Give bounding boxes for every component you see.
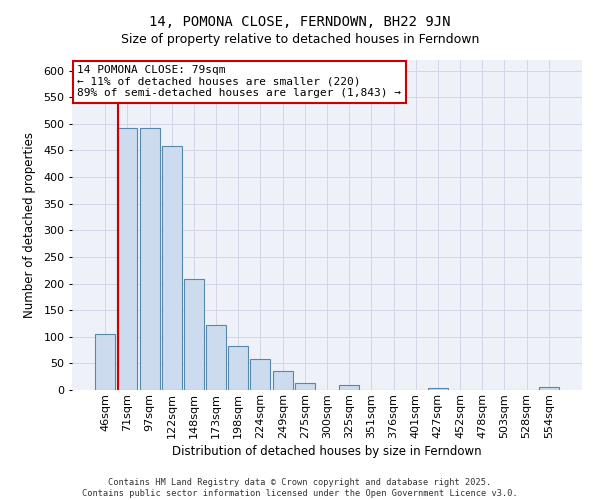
Bar <box>250 359 271 390</box>
Text: 14 POMONA CLOSE: 79sqm
← 11% of detached houses are smaller (220)
89% of semi-de: 14 POMONA CLOSE: 79sqm ← 11% of detached… <box>77 65 401 98</box>
Bar <box>118 128 137 390</box>
X-axis label: Distribution of detached houses by size in Ferndown: Distribution of detached houses by size … <box>172 445 482 458</box>
Bar <box>295 382 315 390</box>
Text: 14, POMONA CLOSE, FERNDOWN, BH22 9JN: 14, POMONA CLOSE, FERNDOWN, BH22 9JN <box>149 15 451 29</box>
Bar <box>339 384 359 390</box>
Bar <box>272 371 293 390</box>
Bar <box>184 280 204 390</box>
Y-axis label: Number of detached properties: Number of detached properties <box>23 132 36 318</box>
Bar <box>206 324 226 390</box>
Bar <box>95 334 115 390</box>
Bar <box>539 388 559 390</box>
Bar <box>162 146 182 390</box>
Bar <box>428 388 448 390</box>
Text: Size of property relative to detached houses in Ferndown: Size of property relative to detached ho… <box>121 32 479 46</box>
Bar <box>140 128 160 390</box>
Bar <box>228 346 248 390</box>
Text: Contains HM Land Registry data © Crown copyright and database right 2025.
Contai: Contains HM Land Registry data © Crown c… <box>82 478 518 498</box>
